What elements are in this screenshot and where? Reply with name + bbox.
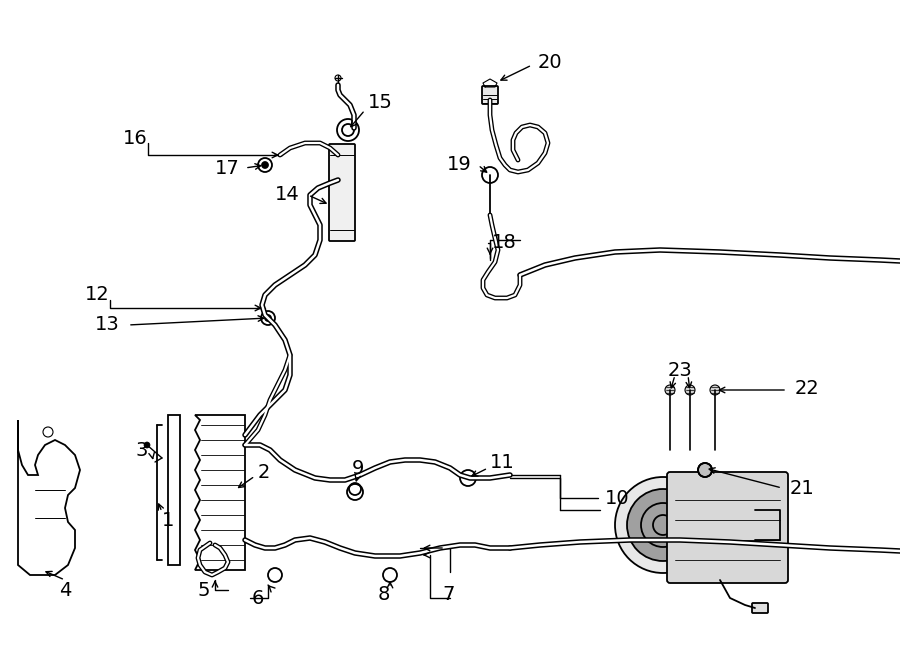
Circle shape xyxy=(698,463,712,477)
Circle shape xyxy=(653,515,673,535)
Text: 21: 21 xyxy=(790,479,815,498)
Circle shape xyxy=(615,477,711,573)
Text: 20: 20 xyxy=(538,52,562,71)
Text: 17: 17 xyxy=(215,159,240,178)
Text: 10: 10 xyxy=(605,488,630,508)
Circle shape xyxy=(641,503,685,547)
Text: 19: 19 xyxy=(447,155,472,175)
Text: 2: 2 xyxy=(258,463,270,481)
Text: 22: 22 xyxy=(795,379,820,397)
Text: 18: 18 xyxy=(492,233,517,253)
FancyBboxPatch shape xyxy=(329,144,355,241)
FancyBboxPatch shape xyxy=(667,472,788,583)
Text: 3: 3 xyxy=(136,440,148,459)
Text: 16: 16 xyxy=(123,128,148,147)
Text: 9: 9 xyxy=(352,459,365,477)
Text: 12: 12 xyxy=(86,286,110,305)
Circle shape xyxy=(627,489,699,561)
Text: 23: 23 xyxy=(668,360,692,379)
Text: 14: 14 xyxy=(275,186,300,204)
Text: 11: 11 xyxy=(490,453,515,471)
Text: 5: 5 xyxy=(197,580,210,600)
Circle shape xyxy=(262,161,268,169)
Circle shape xyxy=(665,385,675,395)
Circle shape xyxy=(710,385,720,395)
Text: 4: 4 xyxy=(58,580,71,600)
Text: 6: 6 xyxy=(252,588,265,607)
Circle shape xyxy=(265,315,272,321)
Circle shape xyxy=(685,385,695,395)
Text: 13: 13 xyxy=(95,315,120,334)
Circle shape xyxy=(144,442,150,448)
Text: 7: 7 xyxy=(443,586,455,605)
FancyBboxPatch shape xyxy=(482,86,498,104)
Text: 1: 1 xyxy=(162,510,175,529)
Text: 15: 15 xyxy=(368,93,393,112)
FancyBboxPatch shape xyxy=(752,603,768,613)
Text: 8: 8 xyxy=(378,586,390,605)
